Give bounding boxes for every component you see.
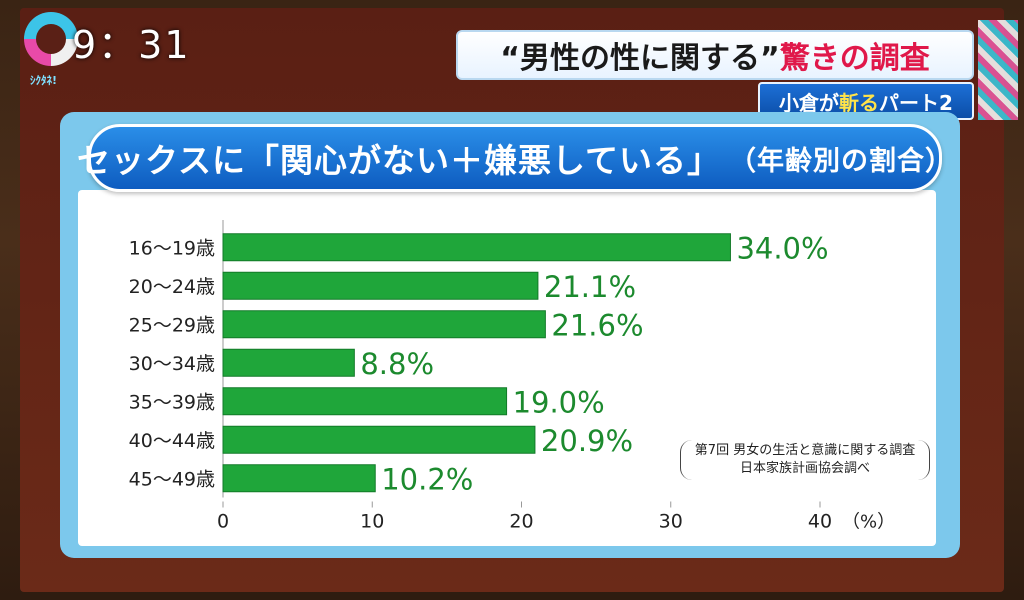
chart-title-main: セックスに「関心がない＋嫌悪している」 [76,141,722,180]
x-tick-label: 40 [808,511,832,533]
segment-suffix: パート2 [879,90,953,115]
bar [222,271,539,300]
x-axis-unit: （%） [842,512,895,533]
category-label: 35～39歳 [129,391,215,413]
value-label: 19.0% [513,385,605,419]
bar [222,233,731,262]
category-label: 16～19歳 [129,237,215,259]
segment-highlight: 斬る [839,90,880,115]
category-label: 25～29歳 [129,314,215,336]
banner-quote: “男性の性に関する” [500,41,780,76]
x-tick-label: 30 [659,511,683,533]
category-label: 30～34歳 [129,353,215,375]
bar [222,425,536,454]
value-label: 34.0% [736,231,828,265]
station-logo-icon [24,12,78,66]
program-brand: ｼｸﾀﾈ! [30,74,58,87]
bar [222,310,546,339]
banner-accent: 驚きの調査 [779,41,930,76]
bar [222,387,508,416]
chart-title: セックスに「関心がない＋嫌悪している」 （年齢別の割合） [77,124,952,192]
x-tick-label: 0 [217,511,229,533]
clock: 9：31 [72,23,191,67]
value-label: 21.6% [551,308,643,342]
value-label: 10.2% [381,462,473,496]
category-label: 40～44歳 [129,430,215,452]
chart-subtitle: （年齢別の割合） [729,145,954,177]
bar [222,464,376,493]
bar [222,348,355,377]
corner-decoration [978,20,1018,120]
source-line-2: 日本家族計画協会調べ [739,461,870,476]
bar-chart: 16～19歳 34.0% 20～24歳 21.1% 25～29歳 21.6% 30～34歳 8… [129,220,895,533]
value-label: 8.8% [360,347,434,381]
category-label: 45～49歳 [129,468,215,490]
x-tick-label: 10 [360,511,384,533]
source-note: 第7回 男女の生活と意識に関する調査 日本家族計画協会調べ [680,440,930,480]
value-label: 21.1% [544,270,636,304]
segment-prefix: 小倉が [779,90,840,115]
value-label: 20.9% [541,424,633,458]
source-line-1: 第7回 男女の生活と意識に関する調査 [694,443,916,458]
header-banner: “男性の性に関する” 驚きの調査 [456,30,974,80]
x-tick-label: 20 [509,511,533,533]
category-label: 20～24歳 [129,276,215,298]
